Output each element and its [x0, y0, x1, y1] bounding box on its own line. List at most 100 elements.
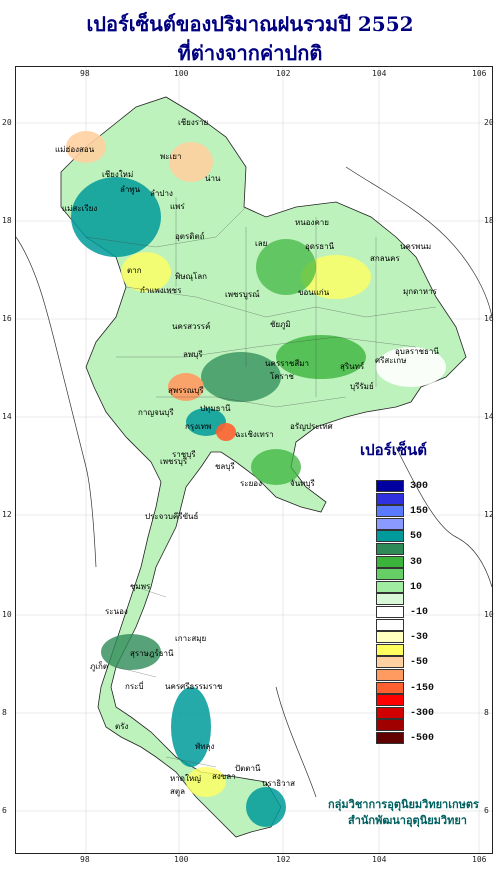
place-label: นราธิวาส	[262, 779, 296, 788]
legend-swatch	[376, 732, 404, 744]
tick-right: 20	[484, 118, 494, 127]
place-label: อุดรธานี	[305, 242, 335, 251]
legend-swatch	[376, 530, 404, 543]
place-label: โคราช	[270, 372, 294, 381]
place-label: ระยอง	[240, 479, 262, 488]
place-label: กำแพงเพชร	[140, 286, 182, 295]
legend-label: -150	[410, 682, 435, 694]
tick-right: 8	[484, 708, 489, 717]
tick-bottom: 106	[472, 855, 487, 864]
legend-swatch	[376, 555, 404, 568]
legend-swatch	[376, 719, 404, 732]
tick-bottom: 100	[174, 855, 189, 864]
legend-label: 50	[410, 531, 423, 543]
place-label: มุกดาหาร	[403, 287, 437, 296]
tick-top: 106	[472, 69, 487, 78]
tick-right: 16	[484, 314, 494, 323]
place-label: อรัญประเทศ	[290, 422, 333, 431]
credit-line2: สำนักพัฒนาอุตุนิยมวิทยา	[348, 814, 467, 827]
place-label: กาญจนบุรี	[138, 408, 174, 417]
place-label: ภูเก็ต	[90, 662, 109, 671]
place-label: หนองคาย	[295, 218, 329, 227]
legend-label: 30	[410, 556, 423, 568]
place-label: ระนอง	[105, 607, 128, 616]
tick-left: 12	[2, 510, 12, 519]
legend-label: -50	[410, 657, 429, 669]
place-label: สุพรรณบุรี	[168, 386, 204, 395]
legend-swatch	[376, 517, 404, 530]
place-label: ชุมพร	[130, 582, 151, 591]
legend-swatch	[376, 669, 404, 681]
place-label: เพชรบุรี	[160, 457, 188, 466]
legend-swatch	[376, 580, 404, 593]
place-label: ปัตตานี	[235, 764, 261, 773]
tick-left: 20	[2, 118, 12, 127]
legend-swatch	[376, 480, 404, 492]
tick-left: 16	[2, 314, 12, 323]
map-title-line2: ที่ต่างจากค่าปกติ	[177, 41, 323, 65]
tick-right: 6	[484, 806, 489, 815]
tick-top: 102	[276, 69, 291, 78]
place-label: แม่ฮ่องสอน	[55, 145, 95, 154]
place-label: เพชรบูรณ์	[225, 290, 260, 299]
legend-label: -30	[410, 632, 429, 644]
place-label: ตาก	[127, 266, 142, 275]
legend-label: -500	[410, 733, 435, 744]
place-label: สุราษฎร์ธานี	[130, 649, 174, 658]
tick-left: 8	[2, 708, 7, 717]
legend-label: 300	[410, 481, 429, 492]
tick-bottom: 102	[276, 855, 291, 864]
place-label: อุบลราชธานี	[395, 347, 439, 356]
legend-label: -300	[410, 707, 435, 719]
tick-top: 104	[372, 69, 387, 78]
place-label: จันทบุรี	[290, 479, 315, 488]
legend-label: 10	[410, 581, 423, 593]
legend-swatch	[376, 643, 404, 656]
place-label: ศรีสะเกษ	[375, 356, 407, 365]
place-label: พัทลุง	[195, 742, 215, 751]
tick-right: 12	[484, 510, 494, 519]
legend-label: -10	[410, 607, 429, 618]
place-label: เชียงใหม่	[102, 170, 134, 179]
legend-swatch	[376, 543, 404, 555]
place-label: น่าน	[205, 174, 221, 183]
legend-swatch	[376, 606, 404, 618]
place-label: พะเยา	[160, 152, 182, 161]
tick-bottom: 98	[80, 855, 90, 864]
tick-left: 18	[2, 216, 12, 225]
tick-left: 14	[2, 412, 12, 421]
place-label: ลำปาง	[150, 189, 173, 198]
place-label: ตรัง	[115, 722, 129, 731]
place-label: เลย	[255, 239, 268, 248]
rainfall-zones	[66, 131, 446, 827]
place-label: สตูล	[170, 787, 185, 796]
place-label: แม่สะเรียง	[62, 204, 98, 213]
place-label: หาดใหญ่	[170, 774, 201, 783]
place-label: ฉะเชิงเทรา	[235, 430, 274, 439]
map-frame	[15, 66, 493, 854]
tick-left: 10	[2, 610, 12, 619]
legend-swatch	[376, 593, 404, 606]
legend-swatch	[376, 631, 404, 644]
place-label: ปทุมธานี	[200, 404, 231, 413]
place-label: แพร่	[170, 202, 185, 211]
legend-label: 150	[410, 506, 429, 518]
place-label: บุรีรัมย์	[350, 382, 374, 391]
place-label: กระบี่	[125, 682, 144, 691]
place-label: ราชบุรี	[172, 450, 196, 459]
place-label: สุรินทร์	[340, 362, 365, 371]
place-label: พิษณุโลก	[175, 272, 208, 281]
legend-swatch	[376, 681, 404, 694]
place-label: นครศรีธรรมราช	[165, 682, 223, 691]
tick-bottom: 104	[372, 855, 387, 864]
province-borders	[85, 197, 437, 768]
place-label: ขอนแก่น	[298, 288, 330, 297]
legend-swatch	[376, 694, 404, 707]
place-label: ลำพูน	[120, 185, 141, 194]
place-label: นครราชสีมา	[265, 359, 309, 368]
legend-swatch	[376, 656, 404, 669]
map-title-line1: เปอร์เซ็นต์ของปริมาณฝนรวมปี 2552	[86, 12, 414, 36]
legend-swatch	[376, 568, 404, 581]
place-label: เชียงราย	[178, 118, 209, 127]
place-label: นครพนม	[400, 242, 432, 251]
